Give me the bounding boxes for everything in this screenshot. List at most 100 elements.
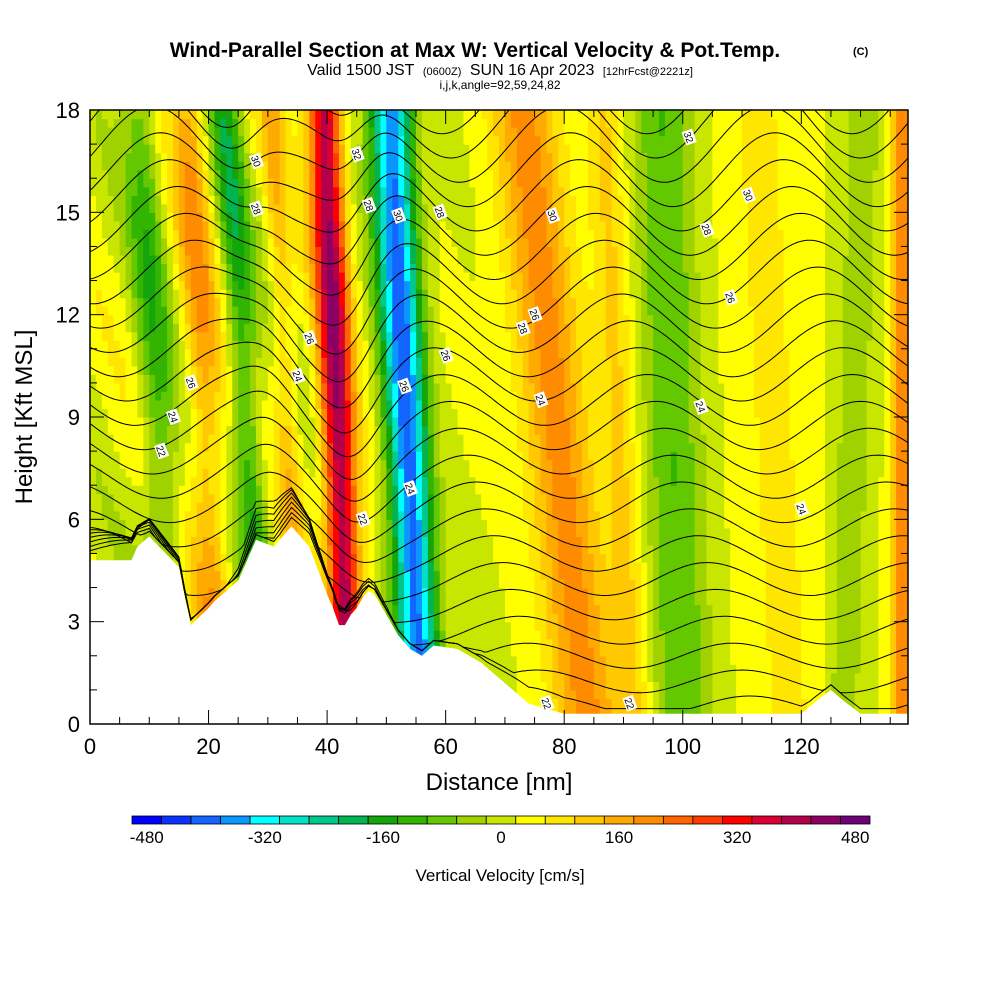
heatmap-cell [392, 604, 399, 614]
heatmap-cell [333, 186, 340, 196]
heatmap-cell [273, 110, 281, 120]
heatmap-cell [208, 203, 216, 213]
heatmap-cell [107, 348, 115, 358]
heatmap-cell [208, 417, 216, 427]
heatmap-cell [321, 220, 328, 230]
heatmap-cell [499, 596, 506, 606]
heatmap-cell [190, 314, 198, 324]
heatmap-cell [101, 399, 109, 410]
heatmap-cell [137, 536, 144, 546]
heatmap-cell [368, 289, 376, 299]
heatmap-cell [232, 570, 239, 580]
heatmap-cell [261, 127, 269, 137]
heatmap-cell [196, 365, 204, 375]
heatmap-cell [90, 289, 97, 299]
heatmap-cell [475, 127, 482, 137]
heatmap-cell [232, 306, 239, 316]
heatmap-cell [404, 280, 411, 290]
heatmap-cell [90, 502, 97, 512]
heatmap-cell [267, 451, 275, 461]
heatmap-cell [309, 442, 316, 452]
heatmap-cell [463, 314, 470, 324]
heatmap-cell [95, 212, 103, 222]
heatmap-cell [427, 263, 435, 273]
heatmap-cell [333, 152, 340, 162]
heatmap-cell [131, 382, 139, 393]
heatmap-cell [267, 272, 275, 282]
heatmap-cell [333, 485, 340, 495]
heatmap-cell [297, 118, 304, 128]
heatmap-cell [392, 195, 399, 205]
heatmap-cell [386, 391, 393, 401]
heatmap-cell [475, 169, 482, 179]
heatmap-cell [131, 246, 139, 256]
heatmap-cell [279, 280, 287, 290]
heatmap-cell [178, 382, 186, 393]
heatmap-cell [333, 220, 340, 230]
heatmap-cell [410, 331, 417, 341]
heatmap-cell [327, 451, 334, 461]
heatmap-cell [214, 144, 222, 154]
heatmap-cell [90, 417, 97, 427]
heatmap-cell [202, 289, 210, 299]
heatmap-cell [433, 110, 441, 120]
heatmap-cell [202, 357, 210, 367]
heatmap-cell [475, 459, 482, 469]
heatmap-cell [238, 118, 245, 128]
heatmap-cell [416, 246, 423, 256]
heatmap-cell [463, 340, 470, 350]
heatmap-cell [255, 110, 263, 120]
heatmap-cell [167, 263, 174, 273]
heatmap-cell [392, 553, 399, 563]
heatmap-cell [125, 459, 133, 469]
heatmap-cell [155, 519, 162, 529]
heatmap-cell [184, 135, 192, 145]
heatmap-cell [208, 229, 216, 239]
heatmap-cell [421, 323, 429, 333]
heatmap-cell [481, 263, 488, 273]
heatmap-cell [220, 323, 227, 333]
heatmap-cell [481, 365, 488, 375]
heatmap-cell [457, 348, 465, 358]
heatmap-cell [184, 553, 192, 563]
heatmap-cell [255, 186, 263, 196]
heatmap-cell [410, 604, 417, 614]
heatmap-cell [202, 596, 210, 606]
heatmap-cell [273, 408, 281, 418]
heatmap-cell [220, 502, 227, 512]
heatmap-cell [333, 493, 340, 503]
heatmap-cell [493, 425, 500, 435]
heatmap-cell [487, 399, 494, 410]
heatmap-cell [410, 570, 417, 580]
heatmap-cell [90, 493, 97, 503]
heatmap-cell [184, 417, 192, 427]
heatmap-cell [410, 144, 417, 154]
heatmap-cell [398, 186, 405, 196]
heatmap-cell [113, 527, 121, 537]
heatmap-cell [487, 203, 494, 213]
heatmap-cell [374, 468, 382, 478]
heatmap-cell [232, 399, 239, 410]
heatmap-cell [344, 340, 352, 350]
heatmap-cell [463, 468, 470, 478]
heatmap-cell [327, 536, 334, 546]
heatmap-cell [279, 237, 287, 248]
heatmap-cell [398, 630, 405, 640]
heatmap-cell [493, 527, 500, 537]
heatmap-cell [327, 161, 334, 171]
heatmap-cell [493, 434, 500, 444]
heatmap-cell [238, 220, 245, 230]
heatmap-cell [149, 297, 156, 307]
heatmap-cell [143, 161, 150, 171]
heatmap-cell [202, 152, 210, 162]
heatmap-cell [261, 263, 269, 273]
heatmap-cell [469, 613, 476, 623]
heatmap-cell [255, 357, 263, 367]
heatmap-cell [410, 289, 417, 299]
heatmap-cell [475, 630, 482, 640]
heatmap-cell [463, 630, 470, 640]
heatmap-cell [344, 596, 352, 606]
heatmap-cell [356, 135, 364, 145]
heatmap-cell [167, 254, 174, 265]
heatmap-cell [309, 237, 316, 248]
